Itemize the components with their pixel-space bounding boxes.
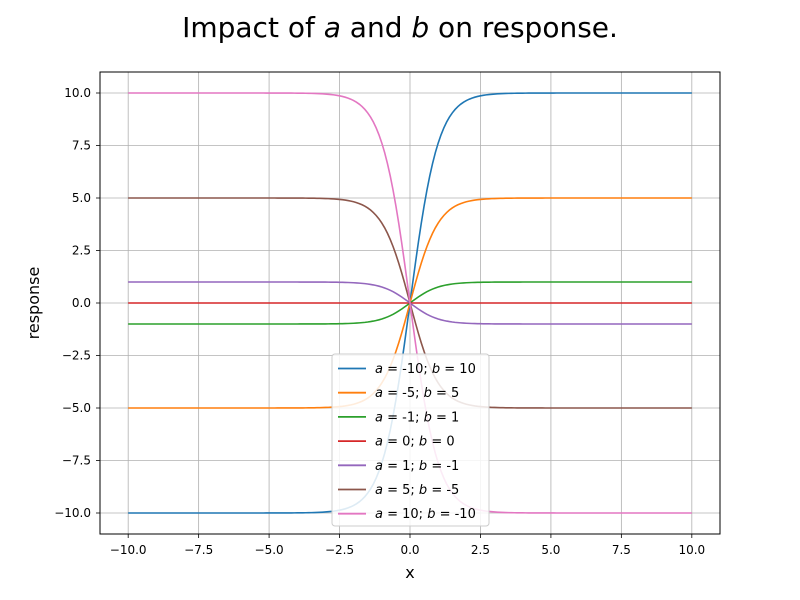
legend-label: a = -1; b = 1 xyxy=(375,410,459,425)
chart-title-suffix: on response. xyxy=(429,11,618,44)
chart-title-prefix: Impact of xyxy=(182,11,324,44)
x-tick-label: 2.5 xyxy=(471,543,490,557)
ticks: −10.0 −7.5 −5.0 −2.5 0.0 2.5 5.0 7.5 10.0 −10.0 −7… xyxy=(54,86,705,557)
y-tick-label: −7.5 xyxy=(62,454,91,468)
legend: a = -10; b = 10 a = -5; b = 5 a = -1; b = … xyxy=(331,353,490,527)
x-tick-label: −2.5 xyxy=(325,543,354,557)
x-tick-label: 10.0 xyxy=(678,543,705,557)
legend-label: a = 1; b = -1 xyxy=(375,459,459,474)
legend-box xyxy=(331,353,490,527)
x-tick-label: −5.0 xyxy=(255,543,284,557)
legend-label: a = -10; b = 10 xyxy=(375,362,476,377)
x-tick-label: 5.0 xyxy=(541,543,560,557)
y-tick-label: 10.0 xyxy=(64,86,91,100)
y-axis-label: response xyxy=(24,267,43,340)
legend-label: a = 10; b = -10 xyxy=(375,507,476,522)
y-tick-label: 7.5 xyxy=(72,139,91,153)
chart-title-var-a: a xyxy=(324,11,341,44)
y-tick-label: 0.0 xyxy=(72,296,91,310)
y-tick-label: −5.0 xyxy=(62,401,91,415)
legend-label: a = 0; b = 0 xyxy=(375,435,455,450)
chart-title-var-b: b xyxy=(411,11,429,44)
x-axis-label: x xyxy=(405,563,414,582)
y-tick-label: −10.0 xyxy=(54,506,91,520)
y-tick-label: 5.0 xyxy=(72,191,91,205)
chart-title-middle: and xyxy=(341,11,411,44)
legend-label: a = -5; b = 5 xyxy=(375,386,459,401)
legend-label: a = 5; b = -5 xyxy=(375,483,459,498)
y-tick-label: −2.5 xyxy=(62,349,91,363)
chart-title: Impact of a and b on response. xyxy=(182,11,618,44)
x-tick-label: 7.5 xyxy=(612,543,631,557)
x-tick-label: 0.0 xyxy=(400,543,419,557)
series-layer xyxy=(128,92,692,514)
series-line-7 xyxy=(128,92,692,514)
y-tick-label: 2.5 xyxy=(72,244,91,258)
x-tick-label: −7.5 xyxy=(184,543,213,557)
x-tick-label: −10.0 xyxy=(110,543,147,557)
